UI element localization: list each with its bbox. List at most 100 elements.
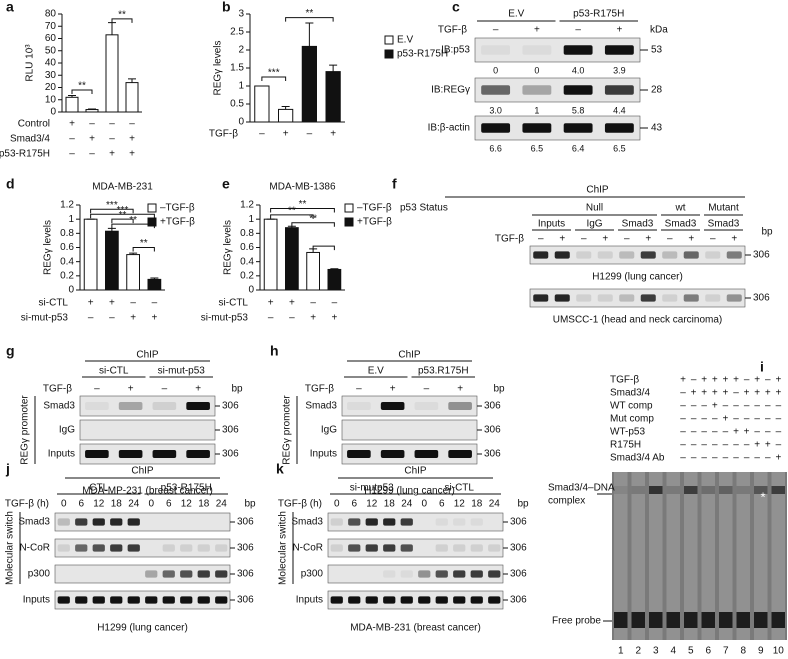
condition-sign: + bbox=[775, 388, 781, 399]
condition-sign: + bbox=[680, 375, 686, 386]
significance-bracket bbox=[111, 218, 134, 224]
y-axis-label: REGγ levels bbox=[223, 220, 234, 275]
quant-label: 6.6 bbox=[489, 143, 502, 153]
label: 18 bbox=[198, 499, 210, 510]
row-label: Smad3 bbox=[18, 517, 50, 528]
panel-letter: d bbox=[6, 176, 15, 192]
condition-sign: – bbox=[701, 427, 707, 438]
condition-sign: + bbox=[712, 388, 718, 399]
band bbox=[57, 518, 70, 526]
gel-band bbox=[649, 486, 663, 494]
y-tick-label: 60 bbox=[45, 33, 57, 44]
condition-sign: + bbox=[712, 401, 718, 412]
gel-band bbox=[771, 486, 785, 494]
free-probe-label: Free probe bbox=[552, 616, 601, 627]
row-label: p300 bbox=[28, 569, 51, 580]
band bbox=[453, 544, 466, 552]
condition-sign: – bbox=[691, 427, 697, 438]
gel-lane bbox=[649, 472, 663, 640]
condition-sign: – bbox=[712, 453, 718, 464]
group-label: CTL bbox=[89, 483, 108, 494]
band bbox=[127, 596, 140, 604]
label: + bbox=[390, 384, 396, 395]
significance-label: ** bbox=[140, 238, 148, 249]
label: 6 bbox=[351, 499, 357, 510]
bar bbox=[327, 268, 342, 291]
condition-sign: – bbox=[109, 134, 115, 145]
condition-sign: + bbox=[88, 298, 94, 309]
y-tick-label: 10 bbox=[45, 94, 57, 105]
lane-label: 10 bbox=[773, 646, 785, 657]
significance-bracket bbox=[270, 214, 314, 219]
bar bbox=[105, 230, 119, 291]
row-label: R175H bbox=[610, 440, 641, 451]
band bbox=[683, 251, 699, 259]
condition-sign: – bbox=[129, 119, 135, 130]
condition-sign: + bbox=[691, 388, 697, 399]
label: 12 bbox=[366, 499, 378, 510]
significance-bracket bbox=[312, 245, 335, 251]
band bbox=[522, 85, 552, 95]
condition-label: si-CTL bbox=[39, 298, 69, 309]
condition-sign: – bbox=[268, 313, 274, 324]
row-label: Smad3 bbox=[43, 401, 75, 412]
quant-label: 3.0 bbox=[489, 105, 502, 115]
chart-title: MDA-MB-231 bbox=[92, 182, 153, 193]
legend-swatch bbox=[384, 49, 394, 59]
band bbox=[57, 596, 70, 604]
condition-sign: + bbox=[701, 388, 707, 399]
label: TGF-β bbox=[305, 384, 334, 395]
band bbox=[481, 123, 511, 133]
label: – bbox=[575, 25, 581, 36]
group-label: E.V bbox=[368, 366, 384, 377]
condition-sign: + bbox=[712, 375, 718, 386]
condition-sign: – bbox=[130, 298, 136, 309]
label: + bbox=[602, 234, 608, 245]
lane-label: 8 bbox=[740, 646, 746, 657]
band bbox=[576, 294, 592, 302]
significance-label: ** bbox=[119, 210, 127, 221]
side-label: REGγ promoter bbox=[282, 395, 293, 465]
error-bar bbox=[329, 64, 338, 72]
legend-label: +TGF-β bbox=[357, 217, 392, 228]
band bbox=[127, 518, 140, 526]
label: 0 bbox=[421, 499, 427, 510]
size-label: 306 bbox=[237, 569, 254, 580]
band bbox=[400, 544, 413, 552]
row-label: IB:p53 bbox=[441, 45, 470, 56]
condition-sign: – bbox=[744, 440, 750, 451]
condition-sign: – bbox=[744, 414, 750, 425]
band bbox=[563, 45, 593, 55]
panel-letter: j bbox=[5, 461, 10, 477]
band bbox=[414, 402, 439, 410]
band bbox=[597, 251, 613, 259]
label: – bbox=[710, 234, 716, 245]
quant-label: 6.4 bbox=[572, 143, 585, 153]
condition-sign: + bbox=[129, 134, 135, 145]
size-label: 306 bbox=[222, 425, 239, 436]
condition-sign: + bbox=[330, 129, 336, 140]
condition-sign: – bbox=[691, 401, 697, 412]
band bbox=[75, 518, 88, 526]
y-tick-label: 0.2 bbox=[240, 270, 254, 281]
significance-label: ** bbox=[309, 213, 317, 224]
gel-lane bbox=[701, 472, 715, 640]
y-tick-label: 0.2 bbox=[60, 270, 74, 281]
quant-label: 5.8 bbox=[572, 105, 585, 115]
band bbox=[92, 596, 105, 604]
quant-label: 6.5 bbox=[531, 143, 544, 153]
label: bp bbox=[231, 384, 243, 395]
condition-sign: – bbox=[88, 313, 94, 324]
gel-band bbox=[736, 612, 750, 628]
label: 24 bbox=[216, 499, 228, 510]
quant-label: 4.0 bbox=[572, 65, 585, 75]
condition-label: Control bbox=[18, 119, 50, 130]
row-label: IgG bbox=[321, 425, 337, 436]
row-label: IB:β-actin bbox=[428, 123, 470, 134]
band bbox=[640, 294, 656, 302]
gel-lane bbox=[614, 472, 628, 640]
group-label: IgG bbox=[586, 219, 602, 230]
condition-sign: + bbox=[733, 375, 739, 386]
band bbox=[180, 570, 193, 578]
bar bbox=[126, 254, 140, 291]
